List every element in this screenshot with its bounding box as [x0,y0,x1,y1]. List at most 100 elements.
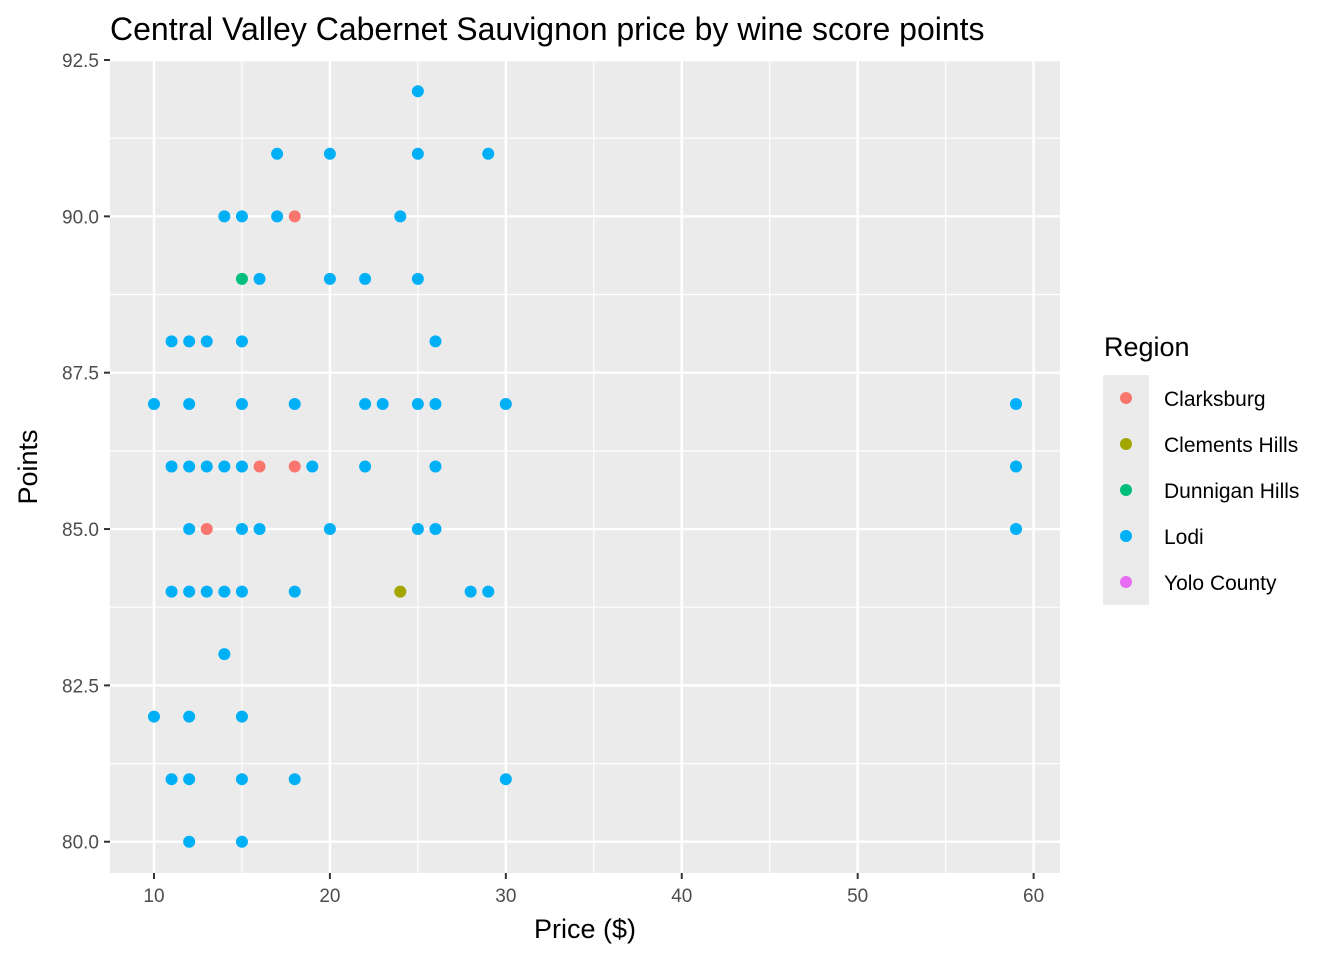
x-axis-title: Price ($) [534,914,636,944]
data-point [147,397,160,410]
data-point [218,210,231,223]
data-point [359,272,372,285]
legend-key [1120,438,1132,450]
data-point [323,272,336,285]
data-point [411,523,424,536]
data-point [323,147,336,160]
legend-key [1120,484,1132,496]
data-point [235,835,248,848]
minor-gridlines [110,60,1060,873]
y-tick-label: 87.5 [62,364,99,385]
data-point [253,272,266,285]
data-point [359,397,372,410]
data-point [183,585,196,598]
data-point [183,710,196,723]
data-point [218,585,231,598]
data-point [288,210,301,223]
data-point [147,710,160,723]
data-point [183,523,196,536]
data-point [253,523,266,536]
data-point [1010,460,1023,473]
legend-title: Region [1104,332,1190,362]
data-points [147,85,1023,848]
data-point [429,335,442,348]
y-axis-title: Points [13,429,43,504]
legend-label: Clarksburg [1164,388,1266,411]
data-point [376,397,389,410]
data-point [499,773,512,786]
data-point [183,773,196,786]
data-point [306,460,319,473]
data-point [411,85,424,98]
data-point [271,147,284,160]
data-point [411,147,424,160]
data-point [288,460,301,473]
legend-label: Dunnigan Hills [1164,480,1299,503]
data-point [235,773,248,786]
data-point [200,523,213,536]
legend: Region Clarksburg Clements Hills Dunnigan … [1103,332,1299,605]
legend-key [1120,530,1132,542]
y-tick-label: 80.0 [62,833,99,854]
data-point [200,585,213,598]
data-point [482,585,495,598]
x-tick-label: 20 [319,886,340,907]
data-point [165,585,178,598]
data-point [183,335,196,348]
data-point [271,210,284,223]
data-point [235,710,248,723]
data-point [288,585,301,598]
data-point [200,460,213,473]
data-point [411,397,424,410]
data-point [235,397,248,410]
y-tick-label: 92.5 [62,51,99,72]
legend-label: Clements Hills [1164,434,1298,457]
x-tick-label: 60 [1023,886,1044,907]
legend-key [1120,392,1132,404]
data-point [359,460,372,473]
data-point [183,835,196,848]
axis-ticks: 10 20 30 40 50 60 80.0 82.5 85.0 87.5 90.0 92.5 [62,51,1044,907]
data-point [165,773,178,786]
data-point [429,523,442,536]
data-point [1010,523,1023,536]
data-point [218,460,231,473]
data-point [200,335,213,348]
chart-title: Central Valley Cabernet Sauvignon price … [110,11,985,47]
y-tick-label: 85.0 [62,520,99,541]
data-point [429,397,442,410]
data-point [394,585,407,598]
data-point [429,460,442,473]
data-point [183,460,196,473]
legend-label: Lodi [1164,526,1204,549]
data-point [218,648,231,661]
x-tick-label: 50 [847,886,868,907]
data-point [235,272,248,285]
data-point [165,460,178,473]
data-point [235,335,248,348]
x-tick-label: 40 [671,886,692,907]
x-tick-label: 30 [495,886,516,907]
x-tick-label: 10 [143,886,164,907]
data-point [288,397,301,410]
data-point [499,397,512,410]
plot-panel [110,60,1060,873]
data-point [464,585,477,598]
data-point [165,335,178,348]
major-gridlines [110,58,1060,873]
legend-key [1120,576,1132,588]
data-point [411,272,424,285]
data-point [1010,397,1023,410]
data-point [183,397,196,410]
data-point [482,147,495,160]
data-point [235,210,248,223]
y-tick-label: 82.5 [62,676,99,697]
data-point [394,210,407,223]
data-point [235,523,248,536]
y-tick-label: 90.0 [62,207,99,228]
legend-label: Yolo County [1164,572,1277,595]
data-point [235,585,248,598]
data-point [288,773,301,786]
data-point [253,460,266,473]
